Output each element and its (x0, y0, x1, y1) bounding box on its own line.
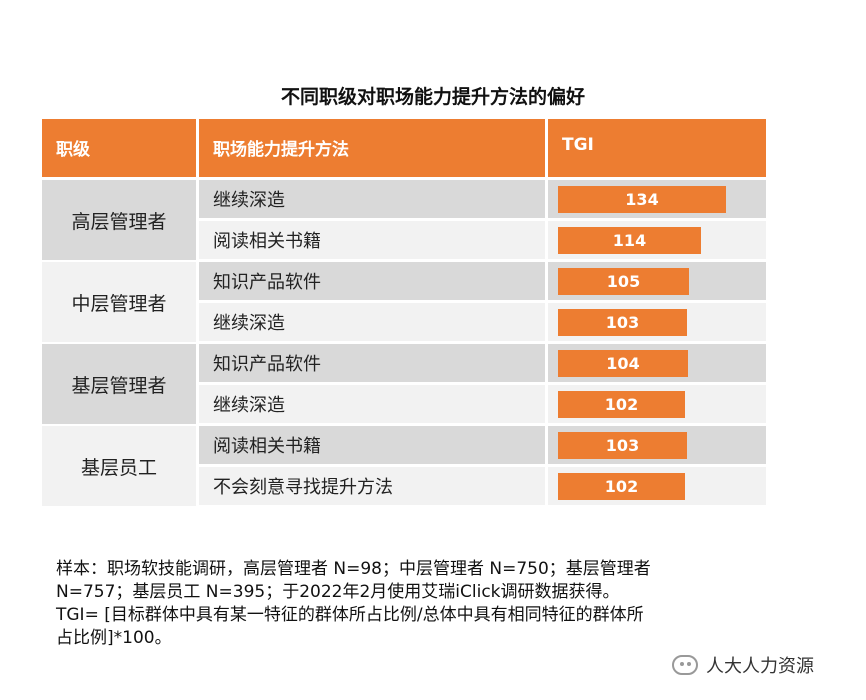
tgi-bar: 114 (558, 227, 701, 254)
footnote-sample-2: N=757；基层员工 N=395；于2022年2月使用艾瑞iClick调研数据获… (56, 582, 620, 602)
tgi-bar-label: 105 (606, 272, 641, 291)
tgi-bar-label: 102 (604, 395, 639, 414)
footnote-tgi-1: TGI= [目标群体中具有某一特征的群体所占比例/总体中具有相同特征的群体所 (56, 605, 644, 625)
tgi-bar-label: 103 (605, 436, 640, 455)
method-cell: 不会刻意寻找提升方法 (199, 467, 545, 505)
footnote: 样本：职场软技能调研，高层管理者 N=98；中层管理者 N=750；基层管理者 … (56, 558, 796, 650)
tgi-bar-label: 104 (606, 354, 640, 373)
tgi-bar: 104 (558, 350, 688, 377)
method-cell: 知识产品软件 (199, 262, 545, 300)
tgi-cell: 134 (548, 180, 766, 218)
tgi-cell: 104 (548, 344, 766, 382)
tgi-bar-label: 102 (604, 477, 639, 496)
tgi-cell: 103 (548, 303, 766, 341)
wechat-icon (672, 655, 698, 675)
header-method: 职场能力提升方法 (199, 119, 545, 177)
method-cell: 继续深造 (199, 180, 545, 218)
tgi-cell: 102 (548, 385, 766, 423)
footnote-sample-1: 样本：职场软技能调研，高层管理者 N=98；中层管理者 N=750；基层管理者 (56, 559, 651, 579)
tgi-bar-label: 134 (625, 190, 659, 209)
header-level: 职级 (42, 119, 196, 177)
footnote-tgi-2: 占比例]*100。 (56, 628, 172, 648)
tgi-cell: 114 (548, 221, 766, 259)
tgi-bar: 103 (558, 309, 687, 336)
level-cell: 高层管理者 (42, 180, 196, 260)
tgi-bar-label: 103 (605, 313, 640, 332)
tgi-cell: 105 (548, 262, 766, 300)
method-cell: 知识产品软件 (199, 344, 545, 382)
level-cell: 基层管理者 (42, 344, 196, 424)
method-cell: 继续深造 (199, 303, 545, 341)
tgi-bar: 102 (558, 391, 685, 418)
tgi-bar-label: 114 (612, 231, 647, 250)
tgi-bar: 134 (558, 186, 726, 213)
tgi-bar: 103 (558, 432, 687, 459)
tgi-bar: 105 (558, 268, 689, 295)
watermark: 人大人力资源 (672, 652, 814, 678)
header-tgi: TGI (548, 119, 766, 177)
level-cell: 中层管理者 (42, 262, 196, 342)
tgi-cell: 102 (548, 467, 766, 505)
method-cell: 阅读相关书籍 (199, 221, 545, 259)
chart-title: 不同职级对职场能力提升方法的偏好 (280, 86, 585, 108)
tgi-bar: 102 (558, 473, 685, 500)
level-cell: 基层员工 (42, 426, 196, 506)
watermark-text: 人大人力资源 (706, 656, 814, 677)
method-cell: 阅读相关书籍 (199, 426, 545, 464)
method-cell: 继续深造 (199, 385, 545, 423)
tgi-cell: 103 (548, 426, 766, 464)
